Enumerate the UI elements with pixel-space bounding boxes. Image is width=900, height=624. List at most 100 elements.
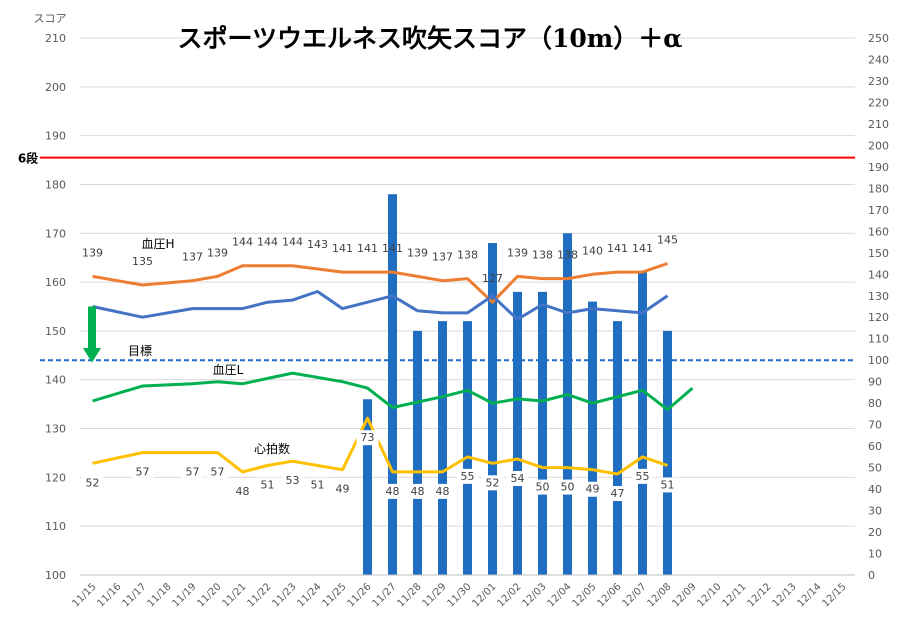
data-label-bg	[481, 475, 504, 491]
y2-tick-label: 130	[868, 290, 889, 303]
x-tick-label: 11/28	[395, 581, 423, 609]
data-label: 48	[411, 485, 425, 498]
series-line	[92, 290, 669, 321]
x-tick-label: 12/09	[670, 581, 698, 609]
data-label-bg	[81, 475, 104, 491]
data-label: 55	[636, 470, 650, 483]
data-label: 52	[86, 476, 100, 489]
data-label: 137	[432, 251, 453, 264]
y2-tick-label: 220	[868, 96, 889, 109]
data-label: 51	[661, 478, 675, 491]
x-tick-label: 11/17	[120, 581, 148, 609]
data-label-bg	[406, 483, 429, 499]
y2-tick-label: 180	[868, 182, 889, 195]
x-tick-label: 12/05	[570, 581, 598, 609]
y2-tick-label: 100	[868, 354, 889, 367]
data-label: 139	[82, 246, 103, 259]
x-tick-label: 11/22	[245, 581, 273, 609]
y2-tick-label: 120	[868, 311, 889, 324]
y-tick-label: 200	[45, 81, 66, 94]
y2-tick-label: 50	[868, 462, 882, 475]
x-tick-label: 12/12	[745, 581, 773, 609]
data-label: 51	[261, 478, 275, 491]
bar	[538, 291, 547, 575]
bar	[363, 399, 372, 575]
data-label: 48	[236, 485, 250, 498]
data-label: 51	[311, 478, 325, 491]
x-tick-label: 12/08	[645, 581, 673, 609]
data-label-bg	[506, 471, 529, 487]
data-label-bg	[131, 464, 154, 480]
data-label: 138	[532, 249, 553, 262]
y2-tick-label: 70	[868, 419, 882, 432]
data-label: 49	[336, 483, 350, 496]
data-label: 48	[436, 485, 450, 498]
x-tick-label: 11/16	[95, 581, 123, 609]
y2-tick-label: 80	[868, 397, 882, 410]
y2-tick-label: 250	[868, 32, 889, 45]
y2-tick-label: 190	[868, 161, 889, 174]
target-arrow-head	[83, 347, 101, 363]
data-label-bg	[381, 483, 404, 499]
x-tick-label: 11/20	[195, 581, 223, 609]
data-label-bg	[281, 473, 304, 489]
y2-tick-label: 0	[868, 569, 875, 582]
y2-tick-label: 30	[868, 505, 882, 518]
series-line	[92, 371, 694, 412]
y2-tick-label: 60	[868, 440, 882, 453]
data-label-bg	[331, 481, 354, 497]
data-label: 55	[461, 470, 475, 483]
data-label: 135	[132, 255, 153, 268]
line-layer	[92, 262, 694, 476]
x-tick-label: 12/01	[470, 581, 498, 609]
y2-tick-label: 240	[868, 53, 889, 66]
data-label-bg	[181, 464, 204, 480]
y-tick-label: 160	[45, 276, 66, 289]
data-label-bg	[606, 486, 629, 502]
bar	[488, 243, 497, 575]
data-label: 50	[561, 481, 575, 494]
bar	[563, 233, 572, 576]
data-label-bg	[631, 468, 654, 484]
data-label: 57	[211, 466, 225, 479]
y2-tick-label: 10	[868, 548, 882, 561]
x-tick-label: 11/26	[345, 581, 373, 609]
y-tick-label: 210	[45, 32, 66, 45]
data-label: 127	[482, 272, 503, 285]
data-label: 47	[611, 487, 625, 500]
x-tick-label: 12/06	[595, 581, 623, 609]
series-name-label: 血圧H	[141, 237, 174, 251]
data-label: 73	[361, 431, 375, 444]
y-tick-label: 100	[45, 569, 66, 582]
bar	[438, 321, 447, 575]
data-label: 49	[586, 483, 600, 496]
data-label: 138	[557, 249, 578, 262]
x-tick-label: 12/02	[495, 581, 523, 609]
data-label-bg	[456, 468, 479, 484]
data-label: 141	[357, 242, 378, 255]
data-label: 144	[232, 236, 253, 249]
data-label: 48	[386, 485, 400, 498]
chart-title: スポーツウエルネス吹矢スコア（10m）＋α	[178, 24, 683, 53]
y2-tick-label: 150	[868, 247, 889, 260]
y2-tick-label: 40	[868, 483, 882, 496]
data-label: 144	[282, 236, 303, 249]
data-label: 144	[257, 236, 278, 249]
bar	[388, 194, 397, 575]
data-label-bg	[531, 479, 554, 495]
data-label: 140	[582, 244, 603, 257]
data-label-bg	[556, 479, 579, 495]
x-tick-label: 12/13	[770, 581, 798, 609]
data-label: 57	[186, 466, 200, 479]
x-tick-label: 11/21	[220, 581, 248, 609]
data-label-bg	[206, 464, 229, 480]
x-tick-label: 11/27	[370, 581, 398, 609]
reference-line-label: 6段	[18, 151, 39, 166]
y2-tick-label: 210	[868, 118, 889, 131]
y-tick-label: 170	[45, 227, 66, 240]
data-label: 138	[457, 249, 478, 262]
y-tick-label: 180	[45, 178, 66, 191]
y2-tick-label: 160	[868, 225, 889, 238]
